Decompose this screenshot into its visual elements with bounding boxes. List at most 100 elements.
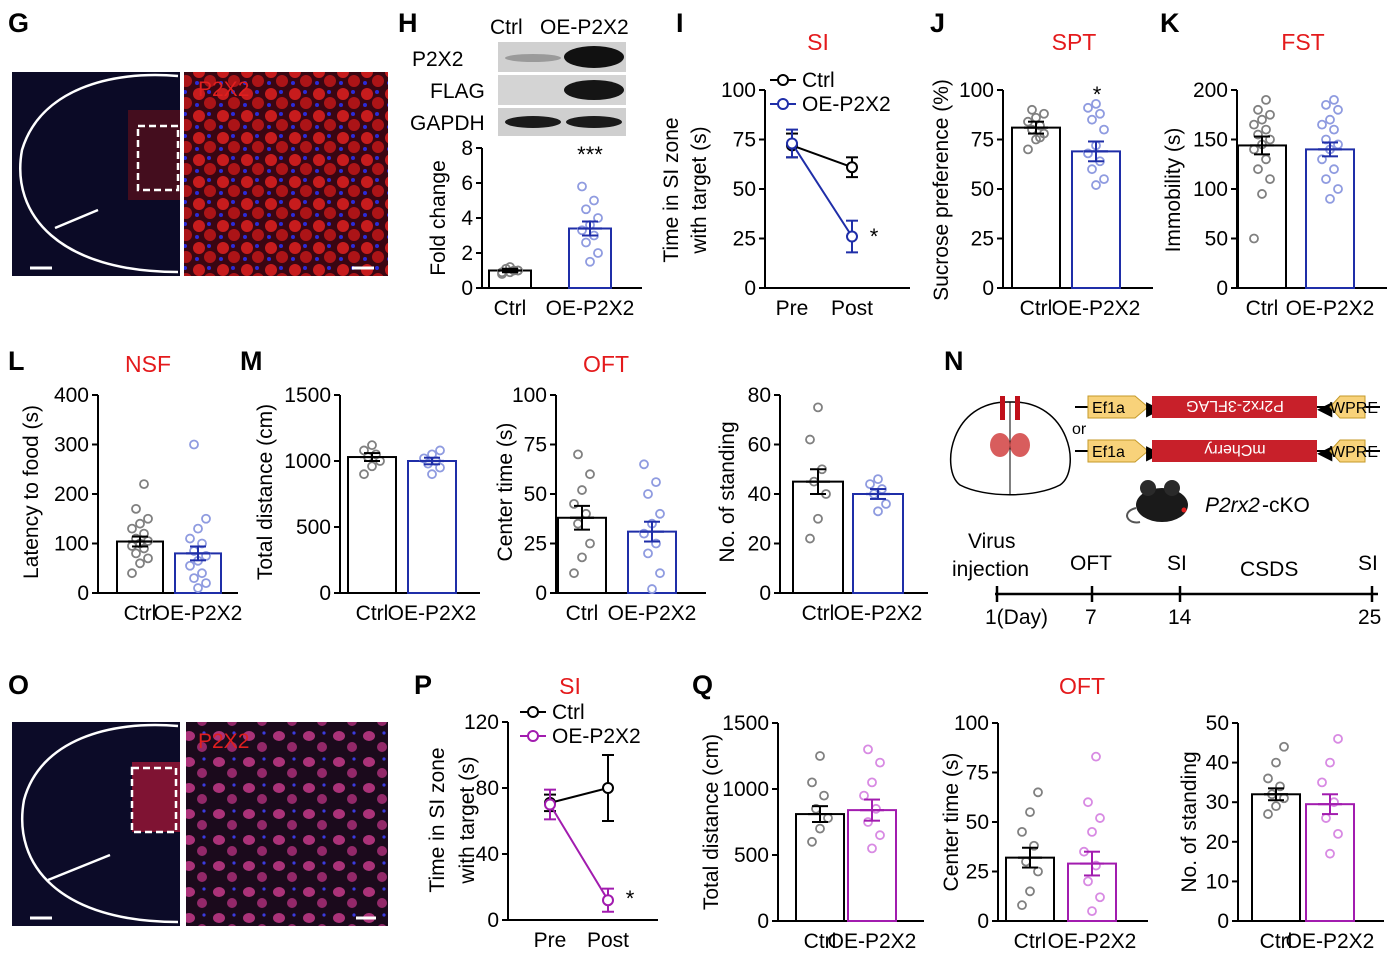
promoter-label: Ef1a: [1092, 444, 1125, 461]
y-axis-label: Latency to food (s): [20, 405, 43, 579]
y-tick-label: 100: [54, 533, 89, 556]
data-point: [585, 256, 595, 267]
data-point: [867, 843, 877, 854]
legend-label: OE-P2X2: [552, 725, 641, 748]
y-tick-label: 50: [966, 811, 989, 834]
y-tick-label: 50: [1206, 712, 1229, 735]
data-point: [1091, 180, 1101, 190]
significance-marker: ***: [577, 142, 603, 167]
chart-M2: 0 25 50 75 100 OFT Center time (s) Ctrl OE-P2X2: [494, 351, 706, 625]
data-point: [581, 508, 591, 519]
series-point: [602, 782, 614, 794]
mouse-icon: [1126, 480, 1188, 524]
construct-label: mCherry: [1204, 441, 1265, 458]
data-point: [1083, 148, 1093, 159]
y-axis-label: Center time (s): [494, 423, 517, 562]
data-point: [1261, 95, 1271, 105]
y-axis-label: No. of standing: [716, 421, 739, 562]
micrograph-zoom: [184, 72, 388, 276]
micrograph-label: P2X2: [198, 730, 249, 753]
y-tick-label: 0: [1217, 910, 1229, 933]
y-tick-label: 40: [1206, 752, 1229, 775]
y-tick-label: 0: [759, 582, 771, 605]
data-point: [577, 225, 587, 236]
y-tick-label: 20: [748, 533, 771, 556]
bar: [1011, 126, 1061, 290]
data-point: [651, 477, 661, 488]
y-axis-label: with target (s): [456, 756, 479, 884]
data-point: [813, 402, 823, 413]
x-tick-label: OE-P2X2: [1048, 930, 1137, 953]
chart-H: 0 2 4 6 8 Fold change Ctrl OE-P2X2 ***: [427, 137, 642, 320]
data-point: [577, 181, 587, 192]
y-tick-label: 300: [54, 434, 89, 457]
panel-letter-P: P: [414, 670, 432, 700]
data-point: [815, 751, 825, 761]
injection-needle-icon: [1000, 396, 1005, 420]
y-tick-label: 100: [959, 79, 994, 102]
y-tick-label: 0: [1216, 277, 1228, 300]
data-point: [359, 469, 369, 480]
bar: [792, 480, 844, 594]
data-point: [805, 434, 815, 445]
x-tick-label: Post: [587, 929, 629, 952]
data-point: [193, 583, 203, 593]
x-tick-label: Pre: [776, 297, 809, 320]
x-tick-label: Ctrl: [1014, 930, 1047, 953]
timeline-event: OFT: [1070, 552, 1112, 575]
construct-label: P2rx2-3FLAG: [1186, 397, 1284, 414]
significance-marker: *: [870, 224, 879, 249]
data-point: [1249, 233, 1259, 244]
data-point: [1317, 154, 1327, 165]
y-tick-label: 500: [296, 516, 331, 539]
x-tick-label: Ctrl: [1020, 297, 1053, 320]
data-point: [1271, 757, 1281, 768]
chart-title: OFT: [1059, 673, 1105, 699]
data-point: [1083, 797, 1093, 808]
y-tick-label: 200: [1193, 79, 1228, 102]
timeline-event: SI: [1167, 552, 1187, 575]
y-tick-label: 25: [733, 228, 756, 251]
data-point: [1253, 164, 1263, 175]
y-tick-label: 100: [954, 712, 989, 735]
chart-J: 0 25 50 75 100 SPT Sucrose preference (%) Ctrl O…: [930, 29, 1153, 320]
legend-label: Ctrl: [552, 701, 585, 724]
data-point: [367, 440, 377, 451]
data-point: [1083, 102, 1093, 113]
timeline-day: 1(Day): [985, 606, 1048, 629]
wpre-label: WPRE: [1330, 400, 1378, 417]
data-point: [655, 568, 665, 579]
data-point: [1091, 98, 1101, 109]
y-tick-label: 100: [512, 384, 547, 407]
x-tick-label: Ctrl: [1260, 930, 1293, 953]
x-tick-label: Ctrl: [802, 602, 835, 625]
series-line: [791, 142, 853, 238]
data-point: [197, 568, 207, 579]
construct-box: [1152, 396, 1317, 418]
data-point: [131, 503, 141, 514]
data-point: [1317, 119, 1327, 130]
y-axis-label: Immobility (s): [1162, 128, 1185, 253]
x-tick-label: Ctrl: [124, 602, 157, 625]
y-tick-label: 80: [748, 384, 771, 407]
micrograph-zoom: [186, 722, 388, 926]
data-point: [1023, 144, 1033, 155]
series-line: [549, 787, 609, 804]
y-tick-label: 75: [733, 129, 756, 152]
data-point: [1025, 807, 1035, 817]
or-text: or: [1072, 421, 1087, 438]
y-tick-label: 25: [524, 533, 547, 556]
x-tick-label: OE-P2X2: [388, 602, 477, 625]
legend-label: OE-P2X2: [802, 93, 891, 116]
x-tick-label: OE-P2X2: [834, 602, 923, 625]
data-point: [1333, 733, 1343, 744]
data-point: [1033, 787, 1043, 798]
data-point: [643, 548, 653, 559]
data-point: [1099, 174, 1109, 185]
y-tick-label: 40: [476, 843, 499, 866]
data-point: [589, 195, 599, 206]
x-tick-label: OE-P2X2: [1052, 297, 1141, 320]
bar: [347, 456, 397, 595]
mouse-line-suffix: -cKO: [1262, 494, 1310, 517]
data-point: [581, 204, 591, 215]
